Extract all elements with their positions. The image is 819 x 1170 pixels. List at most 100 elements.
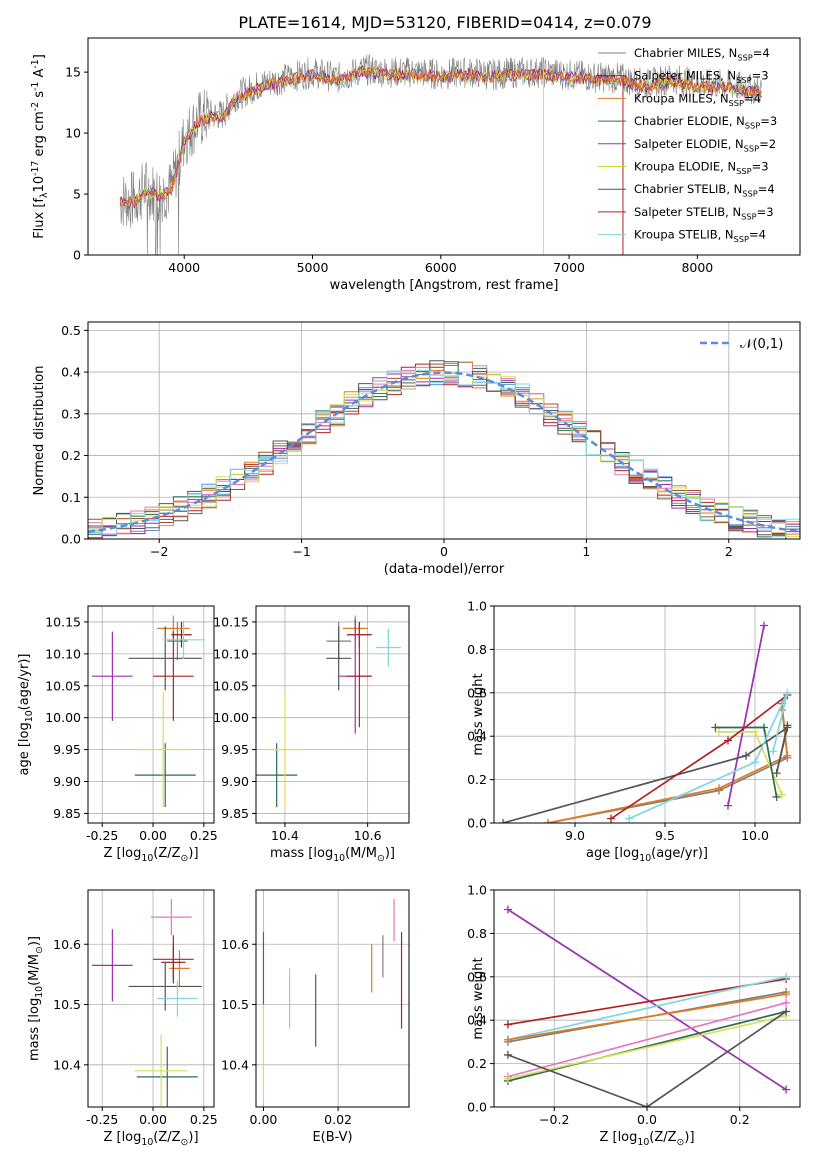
x-tick-label: 10.6 bbox=[354, 828, 382, 843]
weight-line bbox=[628, 692, 789, 820]
text-span: )] bbox=[684, 1130, 694, 1145]
text-span: -2 bbox=[30, 102, 41, 111]
text-span: 10 bbox=[32, 176, 47, 193]
y-tick-label: 5 bbox=[73, 187, 81, 202]
weight-marker bbox=[715, 727, 723, 736]
text-span: SSP bbox=[742, 189, 757, 199]
text-span: Chabrier MILES, N bbox=[634, 46, 737, 60]
text-span: Chabrier STELIB, N bbox=[634, 182, 742, 196]
weight-marker bbox=[499, 819, 507, 823]
y-tick-label: 9.85 bbox=[53, 806, 81, 821]
legend-label: Salpeter MILES, NSSP=3 bbox=[634, 69, 769, 85]
y-tick-label: 0.2 bbox=[467, 1056, 487, 1071]
weight-line bbox=[727, 625, 765, 806]
text-span: SSP bbox=[734, 234, 749, 244]
weight-marker bbox=[751, 758, 759, 767]
y-tick-label: 0 bbox=[73, 248, 81, 263]
text-span: -1 bbox=[30, 82, 41, 91]
x-tick-label: 7000 bbox=[553, 260, 585, 275]
weight-marker bbox=[782, 972, 791, 981]
weight-marker bbox=[783, 721, 792, 730]
text-span: Salpeter STELIB, N bbox=[634, 205, 741, 219]
chart-age_vs_mass: 10.4 10.6 9.85 9.90 9.95 10.00 10.05 10.10 10.15… bbox=[213, 605, 410, 864]
y-tick-label: 0.3 bbox=[61, 406, 81, 421]
plot-area bbox=[88, 360, 800, 539]
text-span: E(B-V) bbox=[312, 1130, 352, 1145]
chart-weight_vs_Z: −0.2 0.0 0.2 0.0 0.2 0.4 0.6 0.8 1.0 Z [log10(Z/Z… bbox=[467, 883, 801, 1148]
y-tick-label: 0.4 bbox=[61, 365, 81, 380]
y-tick-label: 10.15 bbox=[213, 614, 249, 629]
x-axis-label: mass [log10(M/M⊙)] bbox=[270, 846, 395, 864]
weight-line bbox=[610, 694, 788, 820]
legend-label: Kroupa STELIB, NSSP=4 bbox=[634, 228, 766, 244]
text-span: )] bbox=[385, 846, 395, 861]
y-tick-label: 10 bbox=[65, 126, 81, 141]
legend-label: Chabrier STELIB, NSSP=4 bbox=[634, 182, 775, 198]
plot-area bbox=[256, 615, 401, 808]
weight-line bbox=[507, 908, 787, 1091]
y-tick-label: 1.0 bbox=[467, 883, 487, 898]
x-tick-label: 6000 bbox=[425, 260, 457, 275]
y-axis-label: mass weight bbox=[471, 957, 486, 1039]
x-tick-label: 10.4 bbox=[271, 828, 299, 843]
x-tick-label: 0.0 bbox=[637, 1112, 657, 1127]
weight-marker bbox=[760, 621, 768, 630]
axes-frame bbox=[493, 889, 801, 1108]
x-tick-label: −2 bbox=[150, 544, 168, 559]
weight-marker bbox=[772, 792, 781, 801]
text-span: ] bbox=[32, 54, 47, 59]
y-tick-label: 10.05 bbox=[45, 678, 81, 693]
x-tick-label: 4000 bbox=[168, 260, 200, 275]
text-span: Z [log bbox=[599, 1130, 637, 1145]
weight-marker bbox=[503, 1035, 512, 1044]
text-span: λ bbox=[39, 192, 50, 198]
text-span: wavelength [Angstrom, rest frame] bbox=[330, 278, 559, 293]
text-span: 10 bbox=[24, 710, 35, 722]
residual-histogram bbox=[88, 370, 800, 539]
axes-frame bbox=[87, 605, 215, 824]
y-tick-label: 0.0 bbox=[61, 532, 81, 547]
x-tick-label: 9.0 bbox=[565, 828, 585, 843]
y-tick-label: 0.2 bbox=[467, 772, 487, 787]
y-tick-label: 10.4 bbox=[53, 1057, 81, 1072]
legend-label: Salpeter STELIB, NSSP=3 bbox=[634, 205, 774, 221]
text-span: 10 bbox=[34, 986, 45, 998]
text-span: -1 bbox=[30, 59, 41, 68]
text-span: SSP bbox=[744, 143, 759, 153]
text-span: erg cm bbox=[32, 111, 47, 160]
legend-label: 𝒩(0,1) bbox=[740, 337, 783, 352]
legend-label: Kroupa MILES, NSSP=4 bbox=[634, 91, 761, 107]
chart-weight_vs_age: 9.0 9.5 10.0 0.0 0.2 0.4 0.6 0.8 1.0 age [log10(a… bbox=[467, 599, 801, 864]
text-span: SSP bbox=[736, 166, 751, 176]
text-span: =3 bbox=[752, 69, 769, 83]
y-tick-label: 10.6 bbox=[221, 937, 249, 952]
plot-area bbox=[503, 905, 791, 1107]
x-tick-label: 0.25 bbox=[190, 1112, 218, 1127]
plot-area bbox=[119, 54, 762, 255]
text-span: Kroupa STELIB, N bbox=[634, 228, 734, 242]
weight-marker bbox=[544, 819, 552, 823]
text-span: Z [log bbox=[103, 846, 141, 861]
weight-line bbox=[547, 710, 789, 823]
axes-frame bbox=[493, 605, 801, 824]
weight-line bbox=[502, 725, 789, 823]
x-tick-label: −0.2 bbox=[539, 1112, 569, 1127]
text-span: (data-model)/error bbox=[384, 562, 505, 577]
text-span: )] bbox=[188, 846, 198, 861]
weight-marker bbox=[503, 905, 512, 914]
text-span: ⊙ bbox=[181, 853, 189, 864]
text-span: 𝒩(0,1) bbox=[740, 337, 783, 352]
x-axis-label: age [log10(age/yr)] bbox=[586, 846, 708, 864]
text-span: mass weight bbox=[471, 673, 486, 755]
y-tick-label: 10.10 bbox=[213, 646, 249, 661]
weight-marker bbox=[625, 814, 633, 823]
x-tick-label: 0.2 bbox=[730, 1112, 750, 1127]
chart-age_vs_Z: -0.25 0.00 0.25 9.85 9.90 9.95 10.00 10.05 10.10… bbox=[17, 605, 218, 864]
y-tick-label: 0.0 bbox=[467, 1100, 487, 1115]
text-span: Kroupa MILES, N bbox=[634, 91, 729, 105]
text-span: (M/M bbox=[27, 954, 42, 986]
x-tick-label: 0.00 bbox=[139, 828, 167, 843]
text-span: =2 bbox=[759, 137, 776, 151]
